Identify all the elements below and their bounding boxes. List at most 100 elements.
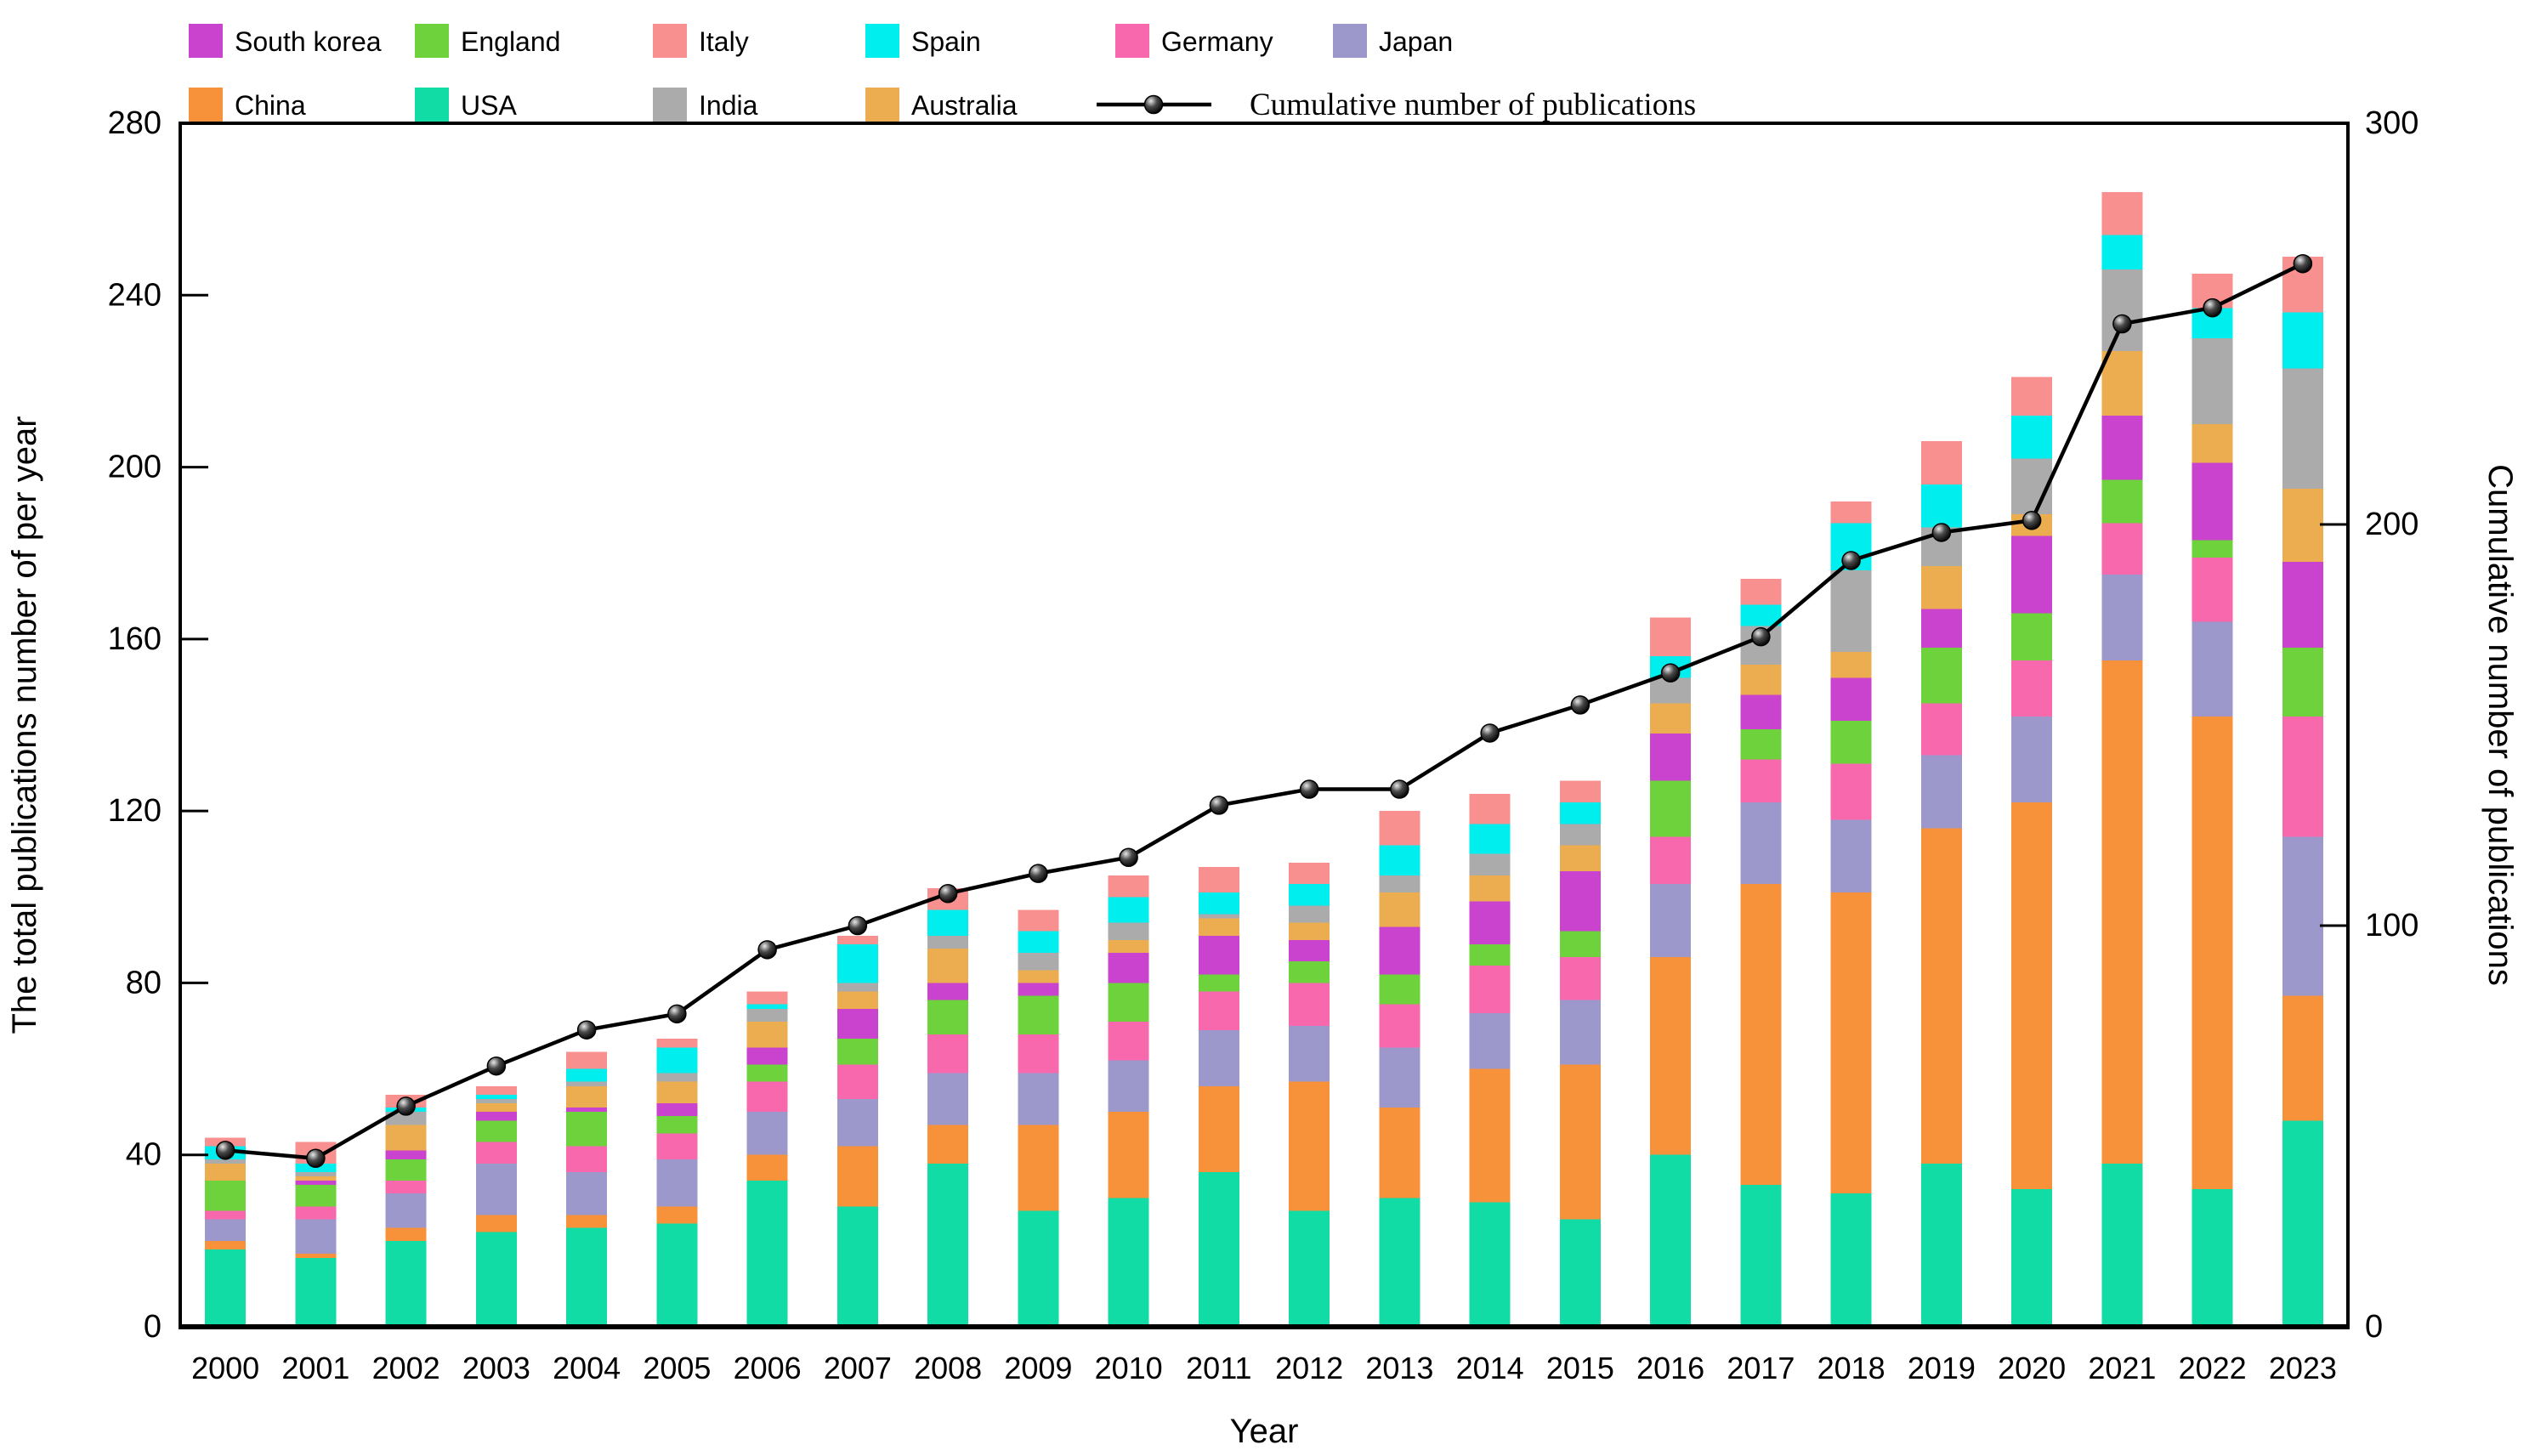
legend-item-spain: Spain [865, 24, 981, 58]
x-axis-label: Year [1230, 1413, 1299, 1450]
bar-stack-2018 [1830, 501, 1872, 1327]
x-tick-label: 2021 [2088, 1351, 2156, 1385]
bar-segment-south-korea-2013 [1379, 926, 1420, 975]
bar-segment-south-korea-2005 [656, 1103, 698, 1117]
bar-segment-spain-2006 [746, 1004, 788, 1009]
x-tick-label: 2009 [1004, 1351, 1072, 1385]
bar-segment-south-korea-2023 [2282, 561, 2323, 648]
bar-segment-australia-2018 [1830, 652, 1872, 678]
x-tick-label: 2018 [1817, 1351, 1885, 1385]
legend-label: Germany [1161, 26, 1273, 57]
bar-segment-south-korea-2014 [1469, 901, 1511, 944]
left-tick-label: 160 [108, 621, 162, 657]
bar-segment-china-2017 [1740, 884, 1782, 1186]
bar-segment-germany-2006 [746, 1081, 788, 1113]
bars-group [205, 191, 2323, 1327]
bar-segment-england-2016 [1650, 780, 1692, 837]
legend-swatch-icon [865, 24, 899, 58]
bar-segment-germany-2012 [1289, 983, 1330, 1026]
bar-segment-china-2016 [1650, 957, 1692, 1155]
bar-segment-south-korea-2021 [2101, 415, 2143, 480]
bar-segment-usa-2010 [1108, 1198, 1149, 1327]
bar-segment-india-2002 [385, 1112, 427, 1125]
cumulative-marker-2023 [2293, 253, 2313, 274]
x-tick-label: 2008 [914, 1351, 982, 1385]
bar-stack-2003 [475, 1085, 517, 1327]
bar-segment-spain-2003 [475, 1094, 517, 1099]
x-tick-label: 2001 [281, 1351, 349, 1385]
bar-segment-usa-2005 [656, 1223, 698, 1327]
bar-segment-india-2000 [205, 1159, 247, 1164]
bar-segment-india-2023 [2282, 368, 2323, 489]
bar-segment-australia-2019 [1920, 565, 1962, 609]
left-tick-label: 40 [126, 1137, 162, 1173]
bar-stack-2023 [2282, 256, 2323, 1327]
bar-segment-usa-2019 [1920, 1163, 1962, 1327]
left-tick-label: 240 [108, 277, 162, 313]
bar-segment-usa-2009 [1018, 1210, 1059, 1327]
bar-segment-india-2015 [1559, 824, 1601, 846]
bar-segment-italy-2019 [1920, 441, 1962, 484]
bar-segment-italy-2013 [1379, 811, 1420, 846]
x-tick-label: 2016 [1636, 1351, 1704, 1385]
bar-segment-england-2012 [1289, 961, 1330, 983]
bar-segment-australia-2017 [1740, 665, 1782, 695]
bar-segment-england-2023 [2282, 647, 2323, 717]
bar-segment-spain-2015 [1559, 802, 1601, 824]
bar-segment-italy-2003 [475, 1085, 517, 1095]
bar-segment-japan-2001 [295, 1219, 337, 1255]
bar-segment-india-2013 [1379, 875, 1420, 893]
bar-segment-japan-2018 [1830, 819, 1872, 893]
bar-segment-england-2014 [1469, 943, 1511, 966]
x-tick-label: 2012 [1275, 1351, 1343, 1385]
bar-segment-spain-2005 [656, 1047, 698, 1074]
bar-segment-germany-2010 [1108, 1021, 1149, 1061]
bar-segment-germany-2004 [566, 1146, 608, 1172]
bar-segment-germany-2005 [656, 1133, 698, 1159]
legend-item-australia: Australia [865, 88, 1018, 122]
bar-segment-australia-2004 [566, 1085, 608, 1108]
bar-segment-germany-2020 [2011, 660, 2053, 717]
bar-segment-italy-2007 [836, 935, 878, 944]
cumulative-marker-2010 [1119, 847, 1138, 868]
bar-segment-germany-2017 [1740, 759, 1782, 803]
bar-segment-japan-2008 [927, 1073, 969, 1125]
legend-swatch-icon [653, 88, 687, 122]
bar-segment-china-2001 [295, 1254, 337, 1259]
bar-segment-usa-2015 [1559, 1219, 1601, 1327]
bar-segment-usa-2023 [2282, 1120, 2323, 1327]
bar-segment-india-2005 [656, 1073, 698, 1082]
legend-label: Spain [911, 26, 981, 57]
bar-stack-2009 [1018, 909, 1059, 1327]
bar-segment-japan-2009 [1018, 1073, 1059, 1125]
bar-segment-india-2022 [2192, 337, 2233, 424]
bar-stack-2016 [1650, 617, 1692, 1327]
bar-stack-2005 [656, 1039, 698, 1327]
bar-segment-south-korea-2015 [1559, 870, 1601, 932]
bar-segment-south-korea-2011 [1198, 935, 1239, 975]
bar-segment-spain-2004 [566, 1068, 608, 1082]
y-axis-label-left: The total publications number of per yea… [6, 416, 43, 1034]
bar-segment-south-korea-2004 [566, 1108, 608, 1113]
bar-segment-italy-2005 [656, 1039, 698, 1048]
legend-swatch-icon [865, 88, 899, 122]
bar-segment-japan-2019 [1920, 755, 1962, 829]
x-tick-label: 2004 [553, 1351, 621, 1385]
left-tick-label: 200 [108, 450, 162, 485]
bar-segment-italy-2011 [1198, 866, 1239, 893]
bar-segment-india-2001 [295, 1171, 337, 1176]
bar-segment-japan-2011 [1198, 1030, 1239, 1086]
bar-segment-spain-2020 [2011, 415, 2053, 459]
bar-segment-italy-2004 [566, 1051, 608, 1069]
x-tick-label: 2019 [1908, 1351, 1976, 1385]
bar-segment-germany-2019 [1920, 703, 1962, 756]
x-tick-label: 2023 [2269, 1351, 2337, 1385]
cumulative-marker-2015 [1570, 695, 1591, 715]
bar-segment-australia-2003 [475, 1103, 517, 1113]
bar-segment-usa-2014 [1469, 1202, 1511, 1327]
bar-segment-germany-2007 [836, 1064, 878, 1099]
bar-stack-2008 [927, 888, 969, 1327]
axis-ticks: 0 40 80 120 160 200 240 280 0 100 200 300 2000 2001 20… [108, 105, 2419, 1385]
left-tick-label: 0 [144, 1309, 162, 1345]
bar-segment-south-korea-2003 [475, 1112, 517, 1121]
